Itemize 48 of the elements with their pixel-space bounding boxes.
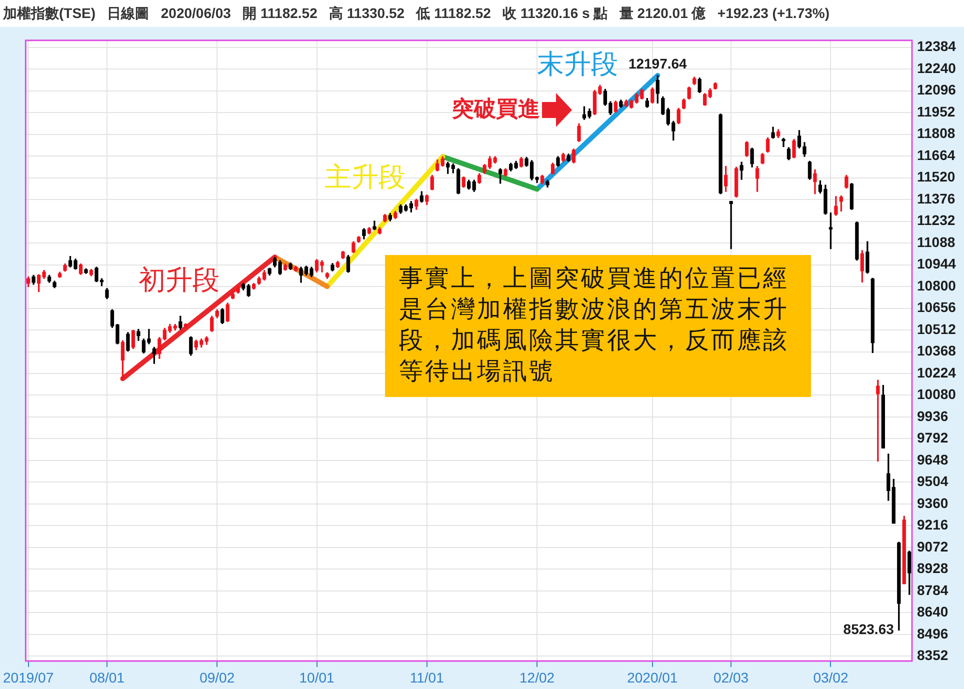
x-tick-label: 09/02 bbox=[200, 669, 235, 686]
y-tick-label: 8352 bbox=[917, 647, 948, 664]
y-tick-label: 10656 bbox=[917, 299, 956, 316]
y-tick-label: 10080 bbox=[917, 386, 956, 402]
y-tick-label: 8640 bbox=[917, 604, 948, 620]
x-tick-label: 11/01 bbox=[410, 669, 444, 686]
y-tick-label: 9936 bbox=[917, 408, 948, 424]
y-tick-label: 12096 bbox=[917, 82, 956, 98]
y-tick-label: 9504 bbox=[917, 473, 948, 490]
y-tick-label: 10944 bbox=[917, 256, 956, 272]
text: 8523.63 bbox=[843, 621, 894, 638]
series-label: 初升段 bbox=[138, 264, 220, 296]
y-tick-label: 11808 bbox=[917, 125, 956, 142]
y-tick-label: 10368 bbox=[917, 342, 956, 359]
y-tick-label: 11232 bbox=[917, 212, 956, 228]
x-tick-label: 12/02 bbox=[520, 669, 555, 686]
y-tick-label: 10800 bbox=[917, 277, 956, 294]
y-tick-label: 10224 bbox=[917, 364, 956, 380]
y-tick-label: 9072 bbox=[917, 538, 948, 554]
text: 12197.64 bbox=[628, 55, 687, 72]
y-tick-label: 8496 bbox=[917, 625, 948, 642]
y-tick-label: 9360 bbox=[917, 494, 948, 511]
y-tick-label: 9792 bbox=[917, 430, 948, 446]
y-tick-label: 12240 bbox=[917, 60, 956, 76]
y-tick-label: 8928 bbox=[917, 560, 948, 576]
x-tick-label: 10/01 bbox=[299, 669, 334, 686]
y-tick-label: 11952 bbox=[917, 103, 956, 120]
y-tick-label: 11376 bbox=[917, 190, 956, 206]
y-tick-label: 11520 bbox=[917, 168, 956, 185]
x-tick-label: 03/02 bbox=[813, 669, 848, 686]
annotation: 突破買進 bbox=[452, 96, 540, 124]
annotation: 事實上，上圖突破買進的位置已經是台灣加權指數波浪的第五波末升段，加碼風險其實很大，反而應該等待出場訊號 bbox=[385, 255, 811, 397]
y-tick-label: 10512 bbox=[917, 320, 956, 337]
x-tick-label: 2020/01 bbox=[627, 669, 678, 686]
x-tick-label: 08/01 bbox=[89, 669, 125, 686]
y-tick-label: 8784 bbox=[917, 582, 948, 598]
y-tick-label: 9216 bbox=[917, 516, 948, 533]
candlestick bbox=[782, 138, 786, 148]
x-tick-label: 02/03 bbox=[714, 669, 749, 686]
y-tick-label: 12384 bbox=[917, 38, 956, 54]
chart-title: 加權指數(TSE) 日線圖 2020/06/03 開 11182.52 高 11330.52 低 11182.52 收 11320.16 s 點 量 2120.01 億 +192.23 (+1.73%) bbox=[0, 0, 964, 27]
y-tick-label: 11664 bbox=[917, 146, 956, 163]
series-label: 主升段 bbox=[324, 162, 406, 194]
candlestick bbox=[729, 201, 733, 250]
y-tick-label: 11088 bbox=[917, 234, 956, 250]
x-tick-label: 2019/07 bbox=[3, 669, 54, 686]
y-tick-label: 9648 bbox=[917, 451, 948, 468]
series-label: 末升段 bbox=[536, 48, 618, 80]
